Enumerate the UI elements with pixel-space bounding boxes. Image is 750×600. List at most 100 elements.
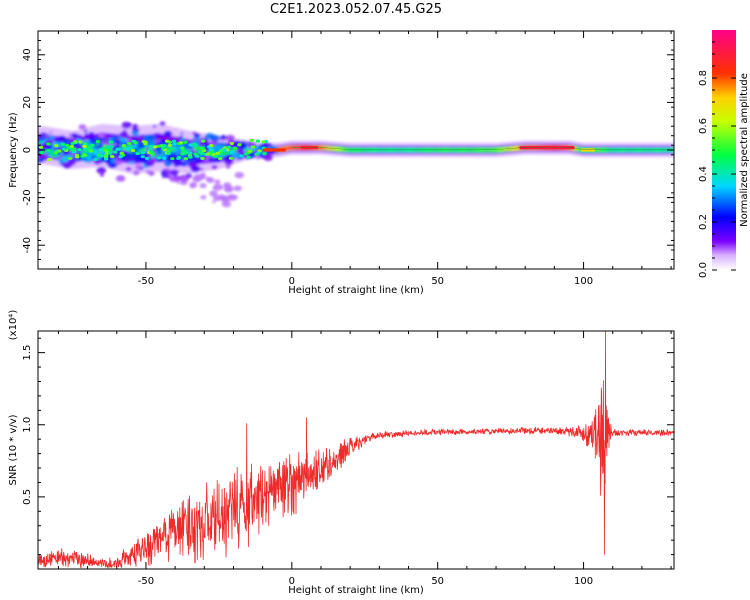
heat-cell [336, 147, 339, 151]
heat-blob [119, 131, 129, 138]
heat-cell [287, 146, 290, 150]
heat-spot [200, 146, 206, 151]
heat-spot [200, 156, 205, 161]
colorbar-label: Normalized spectral amplitude [739, 73, 750, 227]
x-tick-label: 0 [289, 576, 295, 587]
heat-spot [54, 144, 59, 148]
heat-cell [140, 147, 143, 151]
heat-cell [290, 145, 293, 150]
heat-blob [178, 174, 189, 182]
heat-spot [88, 149, 94, 153]
heat-blob [263, 154, 273, 161]
heat-blob [132, 170, 140, 176]
heat-spot [130, 148, 136, 153]
heat-spot [167, 140, 173, 144]
heat-blob [67, 158, 77, 166]
heat-blob [225, 196, 231, 200]
x-tick-label: -50 [138, 276, 154, 287]
heat-blob [120, 137, 128, 144]
heat-spot [183, 151, 189, 155]
heat-blob [175, 152, 180, 156]
heat-spot [38, 145, 44, 149]
heat-spot [144, 156, 150, 161]
colorbar-tick-label: 0.2 [698, 214, 709, 230]
heat-blob [83, 129, 88, 133]
snr-y-axis: 0.5 1.0 1.5 [22, 337, 674, 570]
heat-cell [508, 147, 511, 151]
heat-cell [515, 146, 518, 150]
heat-spot [71, 148, 76, 152]
heat-blob [234, 171, 244, 179]
heat-blob [121, 121, 132, 129]
heat-blob [118, 136, 122, 139]
heat-spot [160, 146, 166, 150]
x-tick-label: 50 [431, 276, 444, 287]
heat-blob [212, 186, 217, 190]
heat-cell [495, 148, 498, 152]
heat-spot [103, 157, 109, 161]
colorbar-tick-label: 0.8 [698, 70, 709, 86]
heat-cell [285, 146, 287, 151]
heat-spot [250, 145, 256, 149]
heat-blob [236, 148, 244, 154]
heat-blob [63, 139, 69, 143]
heat-blob [176, 181, 181, 184]
heat-blob [58, 135, 67, 142]
heat-cell [339, 147, 341, 151]
y-tick-label: 1.0 [22, 417, 33, 433]
heat-spot [60, 142, 66, 146]
heat-cell [317, 145, 320, 150]
heat-spot [109, 154, 115, 159]
heat-ridge-line [291, 147, 674, 150]
heat-spot [167, 143, 173, 147]
x-tick-label: 100 [574, 576, 593, 587]
heat-spot [103, 148, 108, 152]
heat-cell [318, 145, 321, 150]
snr-frame [37, 330, 675, 570]
x-tick-label: 100 [574, 276, 593, 287]
heat-spot [222, 148, 227, 153]
heat-blob [96, 166, 107, 174]
y-tick-label: -20 [22, 189, 33, 205]
heat-cell [327, 146, 330, 150]
heat-blob [94, 137, 100, 141]
heat-spot [113, 150, 118, 154]
figure-title: C2E1.2023.052.07.45.G25 [270, 2, 442, 17]
heat-spot [149, 150, 154, 154]
spectrogram-y-axis: -40 -20 0 20 40 [22, 30, 674, 270]
heat-blob [40, 140, 44, 143]
heat-cell [124, 147, 127, 151]
heat-blob [211, 165, 218, 170]
heat-cell [343, 147, 346, 152]
spectrogram-energy [38, 121, 674, 208]
heat-blob [54, 138, 59, 142]
snr-series-line [38, 331, 674, 569]
heat-spot [61, 147, 67, 151]
heat-spot [70, 141, 75, 146]
heat-blob [255, 155, 261, 160]
heat-blob [114, 159, 123, 166]
spectrogram-y-label: Frequency (Hz) [8, 112, 19, 188]
heat-blob [44, 134, 49, 138]
heat-blob [160, 139, 166, 143]
heat-blob [152, 125, 157, 128]
heat-blob [211, 144, 222, 151]
heat-spot [65, 143, 70, 148]
heat-spot [183, 140, 188, 144]
heat-spot [239, 154, 244, 158]
heat-blob [58, 159, 65, 164]
heat-blob [135, 133, 139, 137]
heat-spot [46, 142, 51, 146]
heat-cell [172, 148, 175, 152]
heat-spot [192, 142, 197, 146]
heat-spot [166, 151, 171, 156]
spectrogram-x-axis: -50 0 50 100 [57, 31, 672, 287]
heat-blob [219, 185, 224, 189]
heat-blob [199, 168, 204, 171]
heat-spot [99, 154, 104, 158]
heat-blob [164, 161, 172, 167]
heat-blob [192, 175, 202, 183]
heat-blob [94, 143, 100, 147]
heat-blob [131, 123, 139, 129]
